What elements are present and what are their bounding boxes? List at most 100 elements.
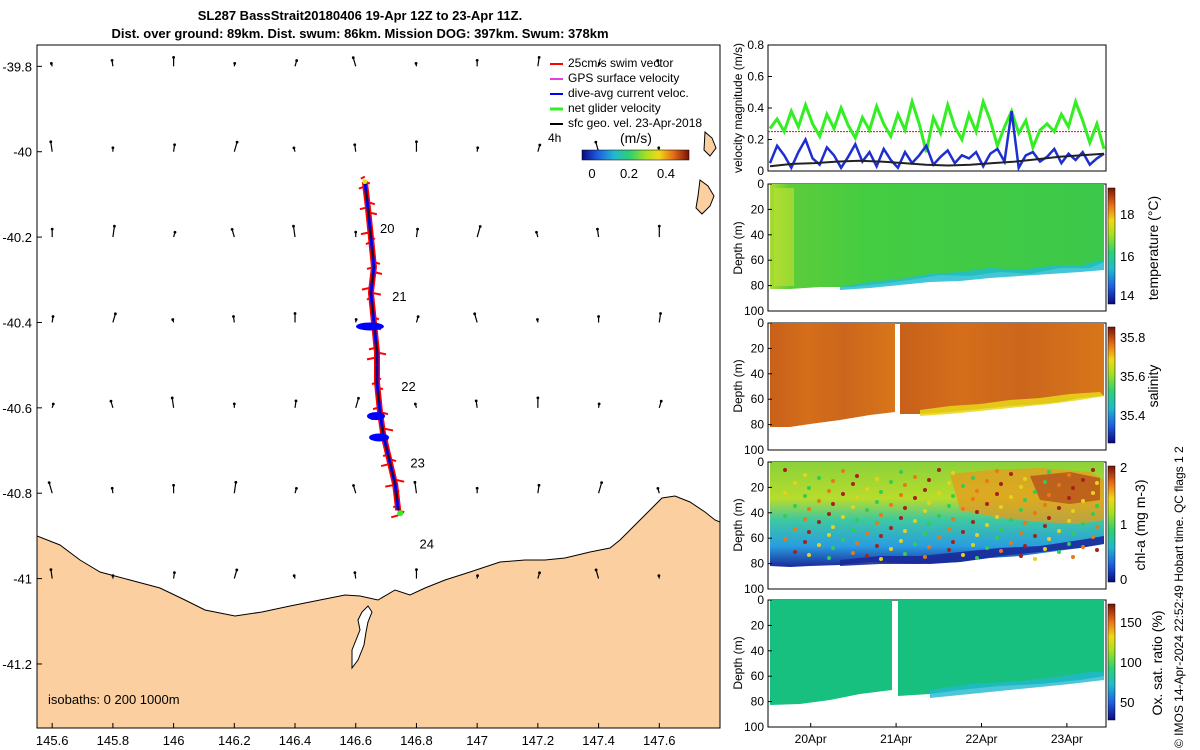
glider-path-line [364, 181, 399, 511]
map-y-tick-label: -41 [13, 572, 32, 587]
chlorophyll-sample-dot [1009, 495, 1013, 499]
chlorophyll-sample-dot [1071, 486, 1075, 490]
depth-tick-label: 100 [744, 443, 764, 457]
chlorophyll-sample-dot [1043, 524, 1047, 528]
chlorophyll-sample-dot [1033, 534, 1037, 538]
chlorophyll-ylabel: Depth (m) [731, 498, 745, 551]
chlorophyll-sample-dot [985, 479, 989, 483]
geo-velocity-arrow [112, 226, 116, 238]
chlorophyll-sample-dot [831, 479, 835, 483]
velocity-y-tick-label: 0 [757, 164, 764, 178]
chlorophyll-sample-dot [1043, 480, 1047, 484]
depth-tick-label: 80 [751, 695, 765, 709]
chlorophyll-sample-dot [1071, 555, 1075, 559]
chlorophyll-sample-dot [1019, 554, 1023, 558]
velocity-y-ticks: 0 0.2 0.4 0.6 0.8 [747, 38, 772, 178]
day-label: 20 [380, 221, 394, 236]
velocity-frame [767, 44, 1107, 172]
depth-tick-label: 20 [751, 480, 765, 494]
geo-velocity-arrowhead [536, 318, 539, 321]
chlorophyll-sample-dot [803, 540, 807, 544]
chlorophyll-sample-dot [1095, 525, 1099, 529]
map-x-tick-label: 146.6 [339, 733, 372, 748]
geo-velocity-arrowhead [47, 481, 51, 485]
chlorophyll-sample-dot [961, 553, 965, 557]
geo-velocity-arrowhead [113, 312, 117, 316]
geo-velocity-arrowhead [656, 487, 660, 490]
salinity-high-bottom [920, 392, 1104, 416]
geo-velocity-arrowhead [295, 487, 298, 490]
chlorophyll-sample-dot [1091, 535, 1095, 539]
map-x-tick-label: 146.8 [400, 733, 433, 748]
map-y-tick-label: -39.8 [2, 59, 32, 74]
geo-velocity-arrowhead [659, 399, 663, 403]
chlorophyll-sample-dot [1081, 478, 1085, 482]
chlorophyll-sample-dot [985, 523, 989, 527]
dive-current-vector [369, 433, 390, 442]
chlorophyll-sample-dot [1081, 522, 1085, 526]
chlorophyll-cbar-tick: 2 [1120, 460, 1127, 475]
chlorophyll-sample-dot [783, 537, 787, 541]
map-x-tick-label: 146.4 [279, 733, 312, 748]
depth-tick-label: 40 [751, 506, 765, 520]
chlorophyll-sample-dot [1095, 548, 1099, 552]
chlorophyll-sample-dot [913, 496, 917, 500]
chlorophyll-sample-dot [875, 544, 879, 548]
legend-item-gps-velocity: GPS surface velocity [550, 71, 679, 85]
oxygen-panel: Depth (m) Ox. sat. ratio (%) 150 100 50 … [731, 593, 1165, 746]
velocity-panel: 0 0.2 0.4 0.6 0.8 velocity magnitude (m/s) [731, 38, 1107, 178]
chlorophyll-sample-dot [1091, 468, 1095, 472]
temperature-cbar-tick: 16 [1120, 249, 1134, 264]
chlorophyll-sample-dot [903, 552, 907, 556]
chlorophyll-sample-dot [923, 509, 927, 513]
chlorophyll-sample-dot [841, 469, 845, 473]
chlorophyll-sample-dot [1057, 483, 1061, 487]
chlorophyll-sample-dot [1081, 545, 1085, 549]
chlorophyll-sample-dot [827, 556, 831, 560]
chlorophyll-sample-dot [961, 507, 965, 511]
map-y-tick-label: -40.4 [2, 315, 32, 330]
svg-text:net glider velocity: net glider velocity [568, 101, 661, 115]
geo-velocity-arrowhead [110, 59, 114, 62]
chlorophyll-sample-dot [817, 543, 821, 547]
chlorophyll-sample-dot [865, 554, 869, 558]
chlorophyll-sample-dot [865, 508, 869, 512]
geo-velocity-arrow [658, 313, 662, 323]
chlorophyll-sample-dot [971, 543, 975, 547]
salinity-cbar-tick: 35.8 [1120, 330, 1145, 345]
velocity-series-line [769, 152, 1105, 168]
map-y-tick-label: -40 [13, 145, 32, 160]
geo-velocity-arrow [233, 141, 238, 152]
geo-velocity-arrow [50, 141, 53, 152]
chlorophyll-sample-dot [817, 520, 821, 524]
chlorophyll-sample-dot [1023, 521, 1027, 525]
credit-line: © IMOS 14-Apr-2024 22:52:49 Hobart time.… [1172, 446, 1186, 748]
chlorophyll-sample-dot [817, 476, 821, 480]
geo-velocity-arrowhead [538, 571, 541, 575]
geo-velocity-arrowhead [415, 140, 418, 144]
geo-velocity-arrowhead [657, 574, 661, 578]
chlorophyll-sample-dot [951, 471, 955, 475]
geo-velocity-arrowhead [111, 574, 115, 577]
chlorophyll-sample-dot [913, 542, 917, 546]
chlorophyll-sample-dot [875, 521, 879, 525]
chlorophyll-sample-dot [841, 492, 845, 496]
map-y-tick-label: -41.2 [2, 657, 32, 672]
chlorophyll-sample-dot [899, 493, 903, 497]
chlorophyll-sample-dot [971, 520, 975, 524]
depth-tick-label: 60 [751, 392, 765, 406]
geo-velocity-arrowhead [173, 571, 176, 575]
geo-velocity-arrowhead [234, 480, 238, 484]
oxygen-colorbar [1107, 603, 1116, 721]
geo-velocity-arrowhead [172, 55, 176, 59]
chlorophyll-sample-dot [851, 505, 855, 509]
depth-tick-label: 0 [757, 177, 764, 191]
geo-velocity-arrow [233, 482, 237, 494]
velocity-y-tick-label: 0.6 [747, 70, 764, 84]
geo-velocity-arrow [414, 482, 418, 494]
chlorophyll-sample-dot [913, 519, 917, 523]
chlorophyll-sample-dot [1067, 519, 1071, 523]
colorbar-tick: 0.2 [620, 166, 638, 181]
geo-velocity-arrow [474, 313, 478, 323]
legend-item-sfc-geo: sfc geo. vel. 23-Apr-2018 [550, 116, 702, 130]
